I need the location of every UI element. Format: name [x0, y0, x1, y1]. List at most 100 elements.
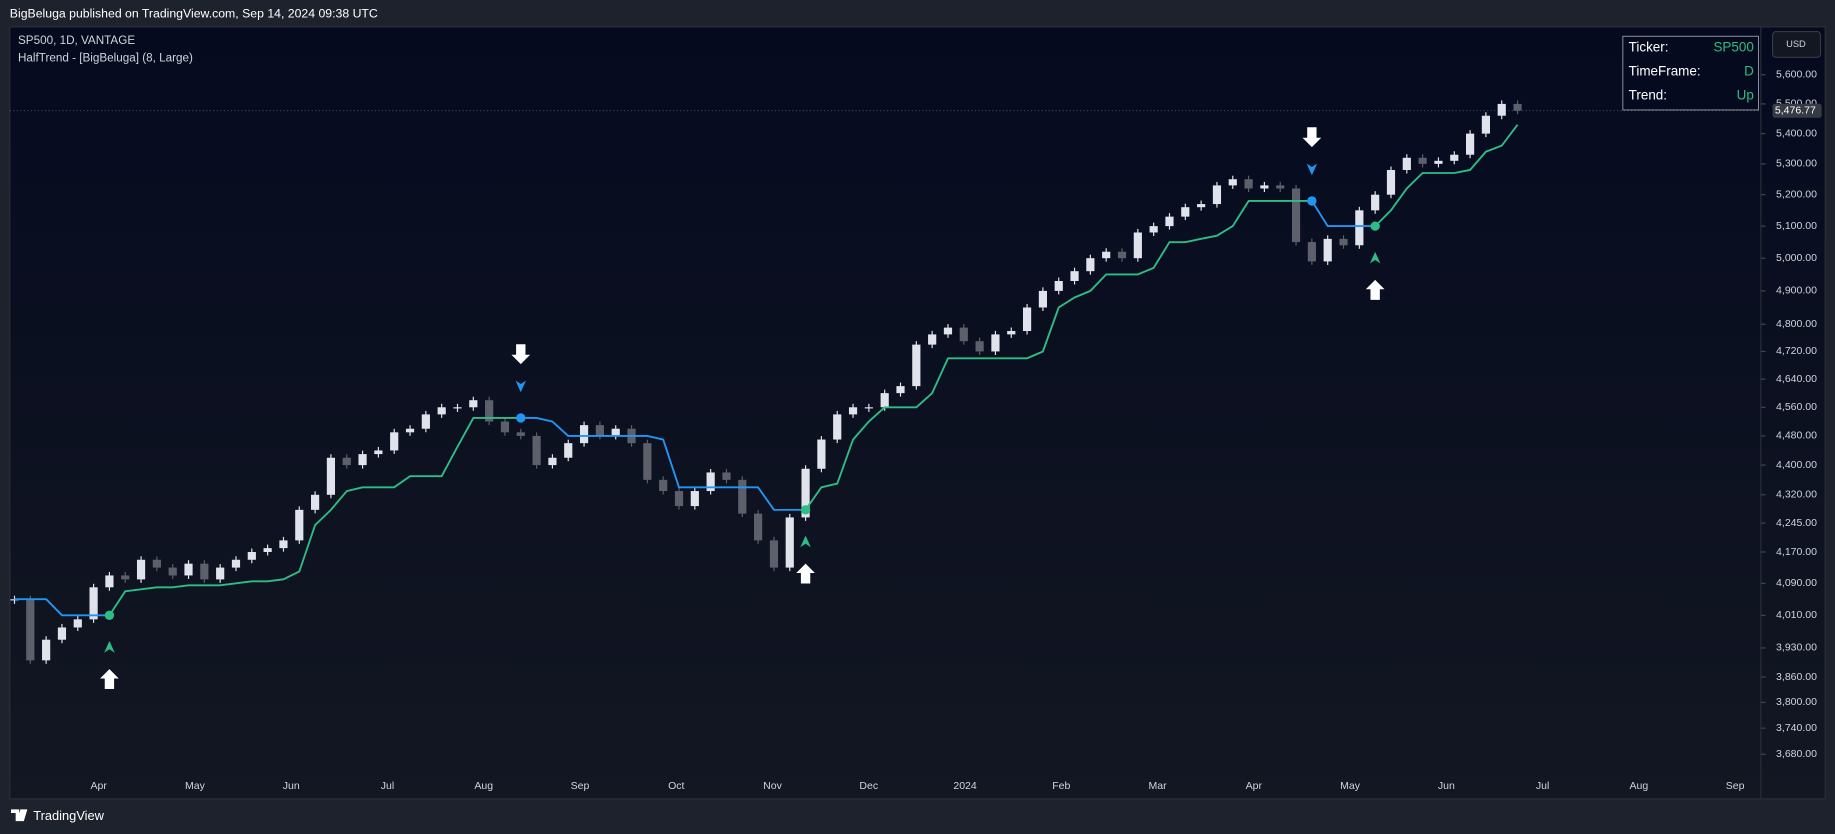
- candle: [991, 334, 1000, 352]
- candle: [216, 567, 225, 580]
- candle: [437, 407, 446, 415]
- x-tick-label: Jun: [1438, 780, 1455, 792]
- candle: [184, 563, 193, 576]
- candle: [959, 327, 968, 342]
- candle: [200, 563, 209, 580]
- y-tick-label: 4,560.00: [1776, 401, 1817, 413]
- candle: [1212, 185, 1222, 205]
- candle: [769, 540, 779, 568]
- signal-chevron: [800, 535, 811, 548]
- candle: [453, 407, 462, 409]
- footer-brand: TradingView: [33, 808, 104, 823]
- candle: [105, 575, 114, 588]
- signal-chevron: [104, 641, 115, 653]
- y-tick-label: 3,930.00: [1776, 642, 1817, 654]
- y-tick-label: 5,600.00: [1776, 69, 1817, 81]
- y-tick-label: 5,300.00: [1776, 158, 1817, 170]
- candle: [1497, 103, 1506, 116]
- currency-button[interactable]: [1771, 30, 1822, 58]
- x-tick-label: May: [1340, 780, 1361, 792]
- candle: [674, 491, 684, 507]
- candle: [722, 472, 731, 480]
- signal-chevron: [1306, 163, 1318, 176]
- signal-dot: [516, 413, 526, 423]
- candle: [469, 400, 478, 408]
- y-tick-label: 5,200.00: [1776, 188, 1817, 200]
- candle: [1371, 194, 1380, 211]
- candle: [532, 435, 541, 466]
- signal-chevron: [515, 380, 527, 393]
- x-tick-label: Feb: [1052, 780, 1070, 792]
- candle: [1276, 185, 1285, 189]
- candle: [1418, 157, 1427, 164]
- candle: [1054, 280, 1063, 291]
- x-tick-label: Dec: [859, 780, 878, 792]
- candle: [1022, 307, 1032, 332]
- candle: [1133, 232, 1142, 259]
- y-tick-label: 4,170.00: [1776, 546, 1817, 558]
- candle: [57, 627, 67, 640]
- y-tick-label: 4,320.00: [1776, 489, 1817, 501]
- info-table: [1622, 35, 1759, 111]
- candle: [516, 432, 525, 436]
- candle: [247, 551, 256, 560]
- y-tick-label: 4,480.00: [1776, 430, 1817, 442]
- candle: [1181, 207, 1190, 217]
- candle: [326, 457, 336, 495]
- candle: [1244, 179, 1253, 189]
- candle: [896, 386, 905, 394]
- x-tick-label: Sep: [1726, 780, 1745, 792]
- candle: [1355, 210, 1364, 246]
- y-tick-label: 3,800.00: [1776, 696, 1817, 708]
- y-tick-label: 5,100.00: [1776, 220, 1817, 232]
- candle: [548, 457, 557, 466]
- x-tick-label: Aug: [474, 780, 493, 792]
- candle: [1450, 154, 1459, 161]
- candle: [73, 619, 82, 628]
- x-tick-label: Nov: [763, 780, 782, 792]
- y-tick-label: 3,860.00: [1776, 671, 1817, 683]
- candle: [1007, 331, 1016, 335]
- candle: [421, 414, 430, 429]
- currency-label[interactable]: USD: [1786, 39, 1806, 49]
- candle: [659, 479, 668, 492]
- candle: [912, 344, 921, 387]
- halftrend-line: [108, 124, 1519, 616]
- y-tick-label: 3,740.00: [1776, 722, 1817, 734]
- x-tick-label: May: [185, 780, 206, 792]
- candle: [943, 327, 953, 335]
- x-tick-label: Apr: [91, 780, 108, 792]
- candle: [1117, 251, 1127, 259]
- signal-arrow: [796, 563, 815, 584]
- y-tick-label: 4,640.00: [1776, 373, 1817, 385]
- candle: [342, 457, 351, 466]
- chart-area: [9, 26, 1826, 800]
- y-tick-label: 5,400.00: [1776, 127, 1817, 139]
- candle: [121, 575, 130, 580]
- candle: [152, 559, 161, 568]
- candle: [136, 559, 146, 580]
- signal-arrow: [1365, 279, 1385, 300]
- candle: [168, 567, 177, 576]
- candle: [405, 428, 415, 433]
- y-tick-label: 4,900.00: [1776, 285, 1817, 297]
- candle: [26, 599, 35, 661]
- x-tick-label: Oct: [668, 780, 684, 792]
- candle: [1260, 185, 1269, 189]
- x-tick-label: Aug: [1630, 780, 1649, 792]
- candle: [358, 454, 367, 466]
- candle: [928, 334, 937, 345]
- info-value: D: [1744, 63, 1754, 78]
- candle: [279, 540, 288, 549]
- info-label: Ticker:: [1629, 40, 1669, 55]
- indicator-legend: HalfTrend - [BigBeluga] (8, Large): [18, 52, 193, 65]
- candle: [817, 439, 826, 469]
- candle: [485, 400, 494, 422]
- logo-icon: [10, 809, 28, 822]
- candle: [42, 639, 51, 661]
- candle: [89, 587, 98, 620]
- candle: [643, 443, 652, 480]
- candle: [1038, 290, 1047, 308]
- y-tick-label: 4,800.00: [1776, 318, 1817, 330]
- x-tick-label: 2024: [953, 780, 977, 792]
